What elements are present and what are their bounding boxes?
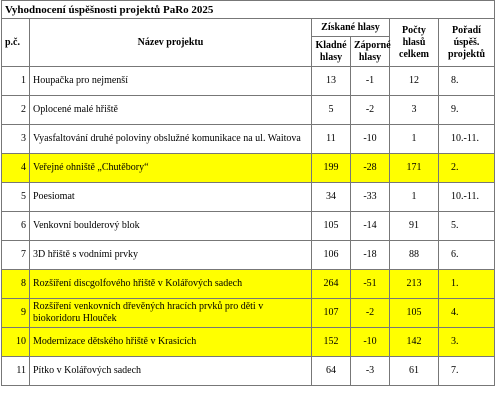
results-table: Vyhodnocení úspěšnosti projektů PaRo 202… xyxy=(1,0,495,386)
cell-total: 3 xyxy=(389,95,439,125)
cell-total: 142 xyxy=(389,327,439,357)
cell-positive: 199 xyxy=(311,153,351,183)
header-total: Počty hlasů celkem xyxy=(389,18,439,67)
cell-no: 10 xyxy=(1,327,30,357)
project-row: 10 Modernizace dětského hřiště v Krasicíc… xyxy=(1,327,495,357)
cell-rank: 10.-11. xyxy=(438,182,495,212)
cell-positive: 64 xyxy=(311,356,351,386)
project-row: 3 Vyasfaltování druhé poloviny obslužné k… xyxy=(1,124,495,154)
cell-negative: -51 xyxy=(350,269,390,299)
cell-total: 61 xyxy=(389,356,439,386)
cell-name: Vyasfaltování druhé poloviny obslužné ko… xyxy=(29,124,312,154)
cell-rank: 10.-11. xyxy=(438,124,495,154)
cell-positive: 13 xyxy=(311,66,351,96)
cell-rank: 4. xyxy=(438,298,495,328)
header-positive: Kladné hlasy xyxy=(311,36,351,67)
header-name: Název projektu xyxy=(29,18,312,67)
cell-rank: 5. xyxy=(438,211,495,241)
cell-name: Venkovní boulderový blok xyxy=(29,211,312,241)
project-row: 1 Houpačka pro nejmenší 13 -1 12 8. xyxy=(1,66,495,96)
cell-no: 11 xyxy=(1,356,30,386)
cell-name: Rozšíření venkovních dřevěných hracích p… xyxy=(29,298,312,328)
cell-no: 8 xyxy=(1,269,30,299)
cell-name: Modernizace dětského hřiště v Krasicích xyxy=(29,327,312,357)
cell-rank: 6. xyxy=(438,240,495,270)
project-row: 4 Veřejné ohniště „Chutěbory“ 199 -28 171 2. xyxy=(1,153,495,183)
cell-negative: -14 xyxy=(350,211,390,241)
header-votes: Získané hlasy xyxy=(311,18,390,37)
cell-no: 9 xyxy=(1,298,30,328)
cell-negative: -2 xyxy=(350,298,390,328)
table-title: Vyhodnocení úspěšnosti projektů PaRo 202… xyxy=(1,0,495,19)
cell-rank: 9. xyxy=(438,95,495,125)
cell-no: 2 xyxy=(1,95,30,125)
cell-name: Oplocené malé hřiště xyxy=(29,95,312,125)
project-row: 2 Oplocené malé hřiště 5 -2 3 9. xyxy=(1,95,495,125)
cell-name: Poesiomat xyxy=(29,182,312,212)
cell-total: 171 xyxy=(389,153,439,183)
cell-name: Rozšíření discgolfového hřiště v Kolářov… xyxy=(29,269,312,299)
cell-positive: 107 xyxy=(311,298,351,328)
cell-total: 213 xyxy=(389,269,439,299)
cell-negative: -2 xyxy=(350,95,390,125)
cell-name: 3D hřiště s vodními prvky xyxy=(29,240,312,270)
cell-positive: 105 xyxy=(311,211,351,241)
project-row: 8 Rozšíření discgolfového hřiště v Kolářo… xyxy=(1,269,495,299)
cell-no: 5 xyxy=(1,182,30,212)
project-row: 11 Pítko v Kolářových sadech 64 -3 61 7. xyxy=(1,356,495,386)
cell-no: 4 xyxy=(1,153,30,183)
cell-rank: 2. xyxy=(438,153,495,183)
cell-name: Houpačka pro nejmenší xyxy=(29,66,312,96)
project-row: 5 Poesiomat 34 -33 1 10.-11. xyxy=(1,182,495,212)
cell-no: 3 xyxy=(1,124,30,154)
cell-negative: -33 xyxy=(350,182,390,212)
header-no: p.č. xyxy=(1,18,30,67)
cell-no: 7 xyxy=(1,240,30,270)
cell-positive: 152 xyxy=(311,327,351,357)
cell-negative: -18 xyxy=(350,240,390,270)
cell-positive: 34 xyxy=(311,182,351,212)
cell-negative: -28 xyxy=(350,153,390,183)
cell-negative: -10 xyxy=(350,327,390,357)
project-row: 6 Venkovní boulderový blok 105 -14 91 5. xyxy=(1,211,495,241)
cell-no: 6 xyxy=(1,211,30,241)
cell-negative: -10 xyxy=(350,124,390,154)
project-row: 7 3D hřiště s vodními prvky 106 -18 88 6. xyxy=(1,240,495,270)
cell-rank: 3. xyxy=(438,327,495,357)
cell-total: 12 xyxy=(389,66,439,96)
cell-total: 1 xyxy=(389,124,439,154)
cell-rank: 7. xyxy=(438,356,495,386)
cell-total: 1 xyxy=(389,182,439,212)
header-negative: Záporné hlasy xyxy=(350,36,391,67)
cell-positive: 264 xyxy=(311,269,351,299)
table-body: 1 Houpačka pro nejmenší 13 -1 12 8. 2 Oplocené … xyxy=(1,66,495,386)
cell-total: 105 xyxy=(389,298,439,328)
cell-name: Veřejné ohniště „Chutěbory“ xyxy=(29,153,312,183)
cell-total: 88 xyxy=(389,240,439,270)
cell-positive: 11 xyxy=(311,124,351,154)
cell-positive: 5 xyxy=(311,95,351,125)
cell-rank: 8. xyxy=(438,66,495,96)
cell-total: 91 xyxy=(389,211,439,241)
cell-no: 1 xyxy=(1,66,30,96)
cell-name: Pítko v Kolářových sadech xyxy=(29,356,312,386)
cell-negative: -3 xyxy=(350,356,390,386)
cell-rank: 1. xyxy=(438,269,495,299)
cell-negative: -1 xyxy=(350,66,390,96)
header-rank: Pořadí úspěš. projektů xyxy=(438,18,495,67)
project-row: 9 Rozšíření venkovních dřevěných hracích … xyxy=(1,298,495,328)
cell-positive: 106 xyxy=(311,240,351,270)
